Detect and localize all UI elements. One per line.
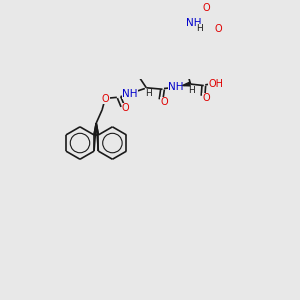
Text: OH: OH <box>208 79 223 89</box>
Text: O: O <box>202 93 210 103</box>
Text: O: O <box>102 94 110 104</box>
Text: NH: NH <box>168 82 184 92</box>
Text: O: O <box>122 103 130 113</box>
Text: O: O <box>160 97 168 107</box>
Text: O: O <box>203 3 211 13</box>
Text: NH: NH <box>186 18 201 28</box>
Polygon shape <box>182 82 190 86</box>
Text: NH: NH <box>122 89 138 99</box>
Text: O: O <box>215 24 222 34</box>
Text: H: H <box>188 86 195 95</box>
Text: H: H <box>196 24 203 33</box>
Text: H: H <box>145 89 152 98</box>
